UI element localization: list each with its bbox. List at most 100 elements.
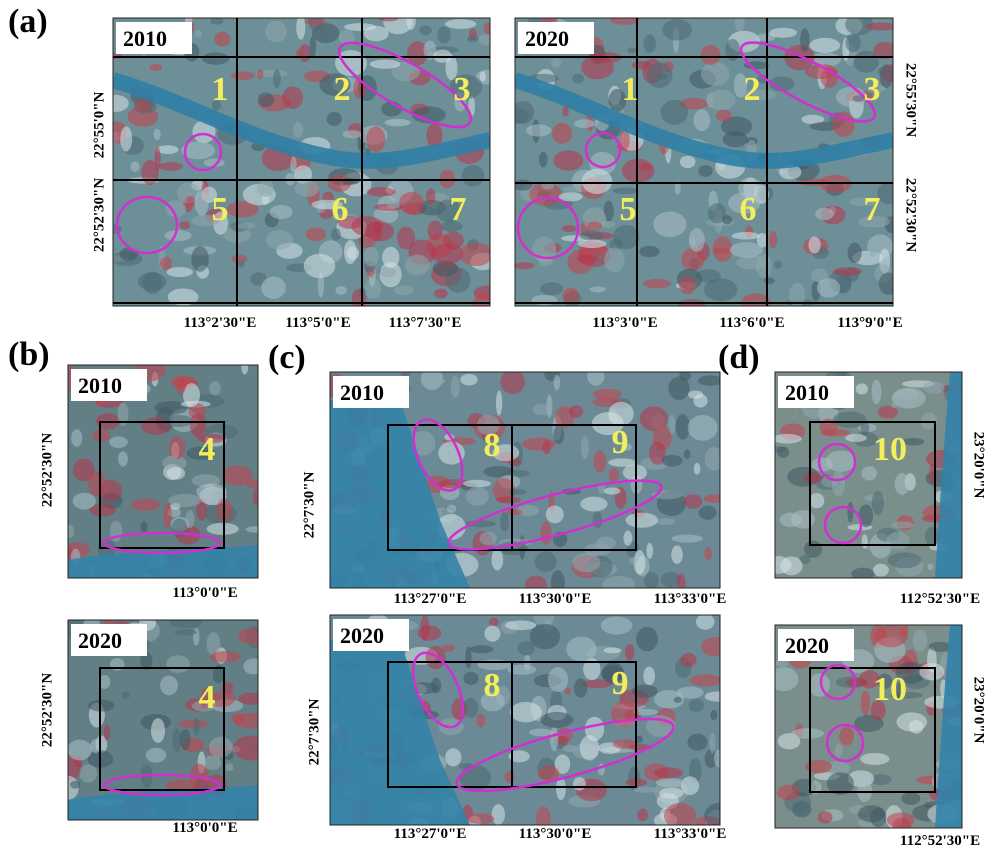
texture — [88, 700, 114, 712]
texture — [896, 712, 927, 731]
texture — [878, 66, 898, 78]
texture — [636, 627, 658, 652]
texture — [266, 230, 293, 250]
texture — [344, 240, 357, 264]
texture — [608, 402, 633, 426]
texture — [764, 277, 775, 284]
texture — [585, 717, 604, 741]
texture — [366, 126, 385, 152]
texture — [546, 505, 564, 523]
texture — [730, 242, 763, 258]
texture — [574, 678, 587, 697]
panel-label: (d) — [718, 339, 760, 376]
zone-number: 5 — [212, 191, 229, 228]
texture — [803, 472, 821, 483]
texture — [590, 287, 606, 293]
year-label: 2020 — [340, 623, 384, 648]
texture — [160, 676, 178, 696]
texture — [818, 811, 833, 823]
texture — [877, 182, 900, 204]
texture — [593, 512, 603, 529]
latitude-label: 22°52'30"N — [39, 433, 55, 507]
texture — [681, 248, 704, 271]
zone-number: 2 — [744, 71, 761, 108]
longitude-label: 113°30'0"E — [519, 591, 592, 607]
texture — [261, 277, 286, 299]
texture — [644, 34, 656, 53]
texture — [122, 692, 130, 700]
texture — [492, 804, 505, 825]
texture — [847, 502, 853, 523]
texture — [679, 371, 691, 380]
zone-number: 8 — [484, 427, 501, 464]
texture — [593, 389, 622, 400]
texture — [335, 286, 346, 295]
texture — [167, 467, 185, 480]
longitude-label: 113°30'0"E — [519, 826, 592, 842]
texture — [679, 276, 696, 294]
zone-number: 3 — [454, 71, 471, 108]
texture — [460, 374, 478, 386]
texture — [496, 496, 521, 503]
texture — [839, 727, 854, 746]
texture — [295, 49, 303, 57]
texture — [659, 788, 683, 799]
texture — [514, 262, 534, 269]
texture — [439, 170, 455, 188]
texture — [548, 667, 568, 692]
year-label: 2020 — [785, 633, 829, 658]
texture — [701, 45, 721, 65]
texture — [777, 447, 789, 458]
texture — [869, 248, 876, 257]
zone-number: 5 — [620, 191, 637, 228]
texture — [405, 254, 430, 275]
texture — [573, 777, 586, 791]
texture — [553, 375, 560, 391]
zone-number: 6 — [332, 191, 349, 228]
texture — [604, 647, 622, 653]
texture — [639, 246, 659, 257]
texture — [505, 620, 536, 630]
texture — [654, 767, 683, 778]
texture — [470, 645, 493, 653]
year-label: 2010 — [123, 26, 167, 51]
texture — [130, 161, 139, 171]
texture — [443, 232, 463, 250]
texture — [577, 254, 597, 263]
texture — [175, 375, 186, 394]
texture — [467, 813, 494, 824]
texture — [209, 737, 233, 758]
texture — [553, 425, 564, 444]
latitude-label: 22°7'30"N — [301, 471, 317, 538]
texture — [644, 572, 659, 589]
texture — [437, 26, 451, 43]
latitude-label: 22°7'30"N — [306, 698, 322, 765]
texture — [407, 12, 416, 30]
texture — [296, 15, 305, 39]
texture — [873, 564, 889, 577]
texture — [417, 625, 441, 640]
texture — [210, 651, 241, 662]
texture — [653, 212, 686, 238]
texture — [462, 165, 484, 187]
texture — [769, 231, 777, 249]
texture — [507, 509, 523, 515]
texture — [265, 21, 287, 43]
texture — [343, 130, 362, 138]
texture — [225, 763, 233, 771]
longitude-label: 113°33'0"E — [654, 591, 727, 607]
texture — [282, 86, 303, 109]
texture — [694, 463, 701, 475]
texture — [870, 808, 886, 827]
texture — [207, 523, 239, 535]
texture — [572, 553, 600, 572]
texture — [140, 521, 147, 533]
latitude-label: 22°52'30"N — [903, 178, 919, 252]
zone-number: 9 — [612, 665, 629, 702]
texture — [656, 73, 667, 80]
texture — [365, 221, 394, 241]
texture — [367, 187, 395, 196]
zone-number: 1 — [622, 71, 639, 108]
texture — [451, 376, 460, 398]
texture — [245, 526, 267, 533]
